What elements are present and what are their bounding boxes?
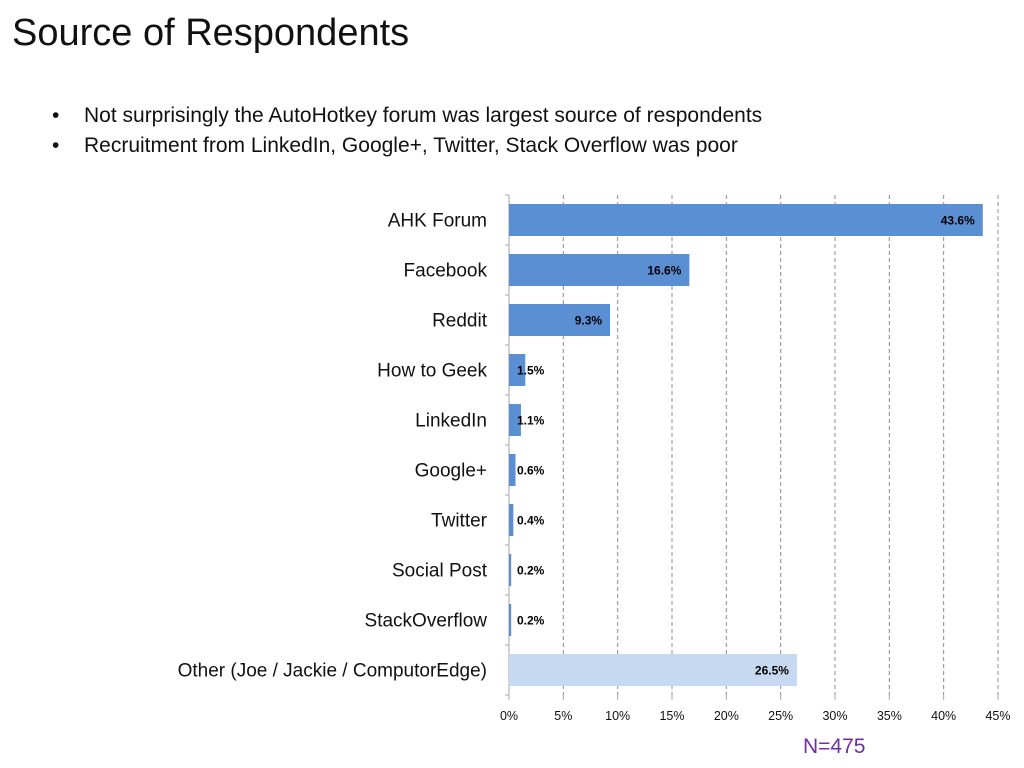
bullet-dot-icon: •	[52, 134, 60, 157]
data-label: 0.2%	[517, 564, 545, 578]
category-label: Twitter	[431, 511, 488, 532]
x-tick-label: 20%	[714, 709, 739, 723]
x-tick-label: 10%	[605, 709, 630, 723]
bullet-item: • Not surprisingly the AutoHotkey forum …	[52, 101, 762, 131]
category-label: StackOverflow	[365, 611, 488, 632]
category-label: Other (Joe / Jackie / ComputorEdge)	[178, 661, 487, 682]
bar	[509, 354, 526, 386]
bullet-item: • Recruitment from LinkedIn, Google+, Tw…	[52, 131, 762, 161]
data-label: 1.1%	[517, 414, 545, 428]
category-label: How to Geek	[377, 361, 487, 382]
bullet-dot-icon: •	[52, 104, 60, 127]
sample-size-label: N=475	[803, 735, 866, 758]
x-tick-label: 40%	[931, 709, 956, 723]
category-label: Facebook	[404, 261, 488, 282]
x-tick-label: 0%	[500, 709, 518, 723]
data-label: 16.6%	[647, 264, 681, 278]
x-tick-label: 15%	[659, 709, 684, 723]
bar	[509, 254, 690, 286]
bar	[509, 304, 611, 336]
data-label: 43.6%	[941, 214, 975, 228]
bar	[509, 654, 797, 686]
data-label: 1.5%	[517, 364, 545, 378]
bullet-text: Not surprisingly the AutoHotkey forum wa…	[84, 104, 763, 127]
category-label: LinkedIn	[415, 411, 487, 432]
bar	[509, 204, 983, 236]
bar	[509, 454, 516, 486]
category-label: Social Post	[392, 561, 488, 582]
data-label: 0.2%	[517, 614, 545, 628]
data-label: 26.5%	[755, 664, 789, 678]
data-label: 0.4%	[517, 514, 545, 528]
bar	[509, 504, 514, 536]
bullet-text: Recruitment from LinkedIn, Google+, Twit…	[84, 134, 738, 157]
category-label: Reddit	[432, 311, 488, 332]
x-tick-label: 35%	[877, 709, 902, 723]
bar	[509, 404, 521, 436]
x-tick-label: 45%	[985, 709, 1010, 723]
x-tick-label: 30%	[822, 709, 847, 723]
bar	[509, 554, 512, 586]
data-label: 0.6%	[517, 464, 545, 478]
bar	[509, 604, 512, 636]
data-label: 9.3%	[575, 314, 603, 328]
x-tick-label: 25%	[768, 709, 793, 723]
category-label: AHK Forum	[388, 211, 487, 232]
slide-title: Source of Respondents	[12, 12, 410, 54]
category-label: Google+	[415, 461, 487, 482]
bullet-list: • Not surprisingly the AutoHotkey forum …	[52, 101, 762, 161]
x-tick-label: 5%	[554, 709, 572, 723]
